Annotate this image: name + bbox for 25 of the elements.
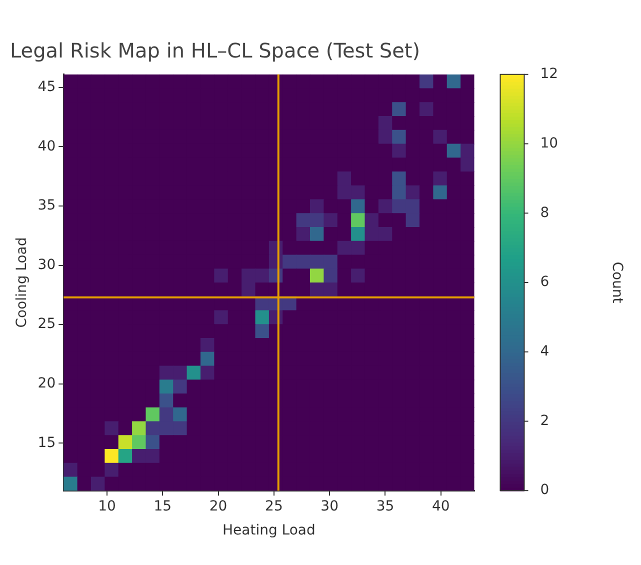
chart-title: Legal Risk Map in HL–CL Space (Test Set) <box>10 38 420 63</box>
y-tick-label: 15 <box>38 434 56 451</box>
y-tick-label: 25 <box>38 316 56 332</box>
y-tick-label: 20 <box>38 376 56 392</box>
color-bar-label: 4 <box>540 344 550 360</box>
x-tick-label: 15 <box>154 498 172 515</box>
color-bar-label: 2 <box>540 412 550 429</box>
x-tick-label: 20 <box>209 498 228 515</box>
y-tick-label: 30 <box>38 256 56 273</box>
y-tick-label: 45 <box>38 79 56 96</box>
color-bar-title: Count <box>608 262 625 304</box>
x-tick-label: 35 <box>376 498 394 515</box>
y-tick-label: 40 <box>38 138 56 154</box>
x-tick-label: 30 <box>320 498 338 515</box>
color-bar-label: 10 <box>540 135 558 152</box>
x-axis-title: Heating Load <box>222 522 316 538</box>
y-axis-title: Cooling Load <box>14 237 30 328</box>
y-tick-label: 35 <box>38 198 56 214</box>
color-bar-label: 6 <box>540 274 550 290</box>
color-bar-label: 12 <box>540 66 558 82</box>
x-tick-label: 25 <box>265 498 283 515</box>
color-bar-label: 0 <box>540 482 550 498</box>
x-tick-label: 40 <box>432 498 450 515</box>
x-tick-label: 10 <box>98 498 116 515</box>
color-bar-label: 8 <box>540 204 550 221</box>
